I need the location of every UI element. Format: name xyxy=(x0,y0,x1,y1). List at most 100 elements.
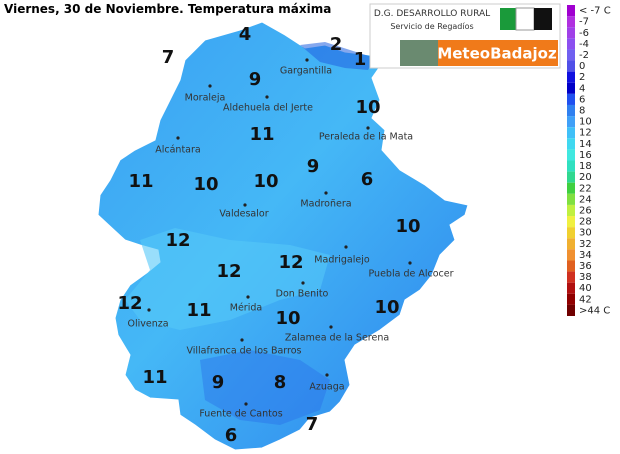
town-dot xyxy=(246,295,250,299)
town-dot xyxy=(325,373,329,377)
town-label: Azuaga xyxy=(309,382,344,393)
town-dot xyxy=(305,58,309,62)
legend-label: 12 xyxy=(579,128,592,139)
legend-label: 14 xyxy=(579,139,592,150)
legend-swatch xyxy=(567,193,575,205)
legend-swatch xyxy=(567,182,575,194)
legend-swatch xyxy=(567,304,575,316)
temperature-label: 11 xyxy=(186,300,211,321)
temperature-label: 10 xyxy=(395,216,420,237)
legend-swatch xyxy=(567,171,575,183)
temperature-label: 6 xyxy=(225,425,238,446)
logo-brand: MeteoBadajoz xyxy=(437,45,557,63)
legend-swatch xyxy=(567,27,575,39)
temperature-label: 7 xyxy=(306,414,319,435)
legend-label: 40 xyxy=(579,283,592,294)
temperature-label: 12 xyxy=(117,293,142,314)
legend-swatch xyxy=(567,127,575,139)
temperature-label: 12 xyxy=(216,261,241,282)
flag-white xyxy=(515,7,535,31)
legend-swatch xyxy=(567,271,575,283)
legend-label: 32 xyxy=(579,239,592,250)
temperature-label: 1 xyxy=(354,49,367,70)
legend-swatch xyxy=(567,238,575,250)
temperature-label: 12 xyxy=(165,230,190,251)
legend-swatch xyxy=(567,16,575,28)
town-label: Fuente de Cantos xyxy=(199,409,282,420)
town-dot xyxy=(147,308,151,312)
legend-label: -6 xyxy=(579,28,589,39)
legend-label: 10 xyxy=(579,117,592,128)
legend-swatch xyxy=(567,116,575,128)
legend: < -7 C-7-6-4-202468101214161820222426283… xyxy=(567,5,611,316)
cold-zone xyxy=(200,350,330,425)
legend-swatch xyxy=(567,216,575,228)
town-label: Gargantilla xyxy=(280,66,332,77)
town-dot xyxy=(408,261,412,265)
town-dot xyxy=(208,84,212,88)
temperature-label: 11 xyxy=(142,367,167,388)
town-dot xyxy=(366,126,370,130)
town-label: Peraleda de la Mata xyxy=(319,132,413,143)
temperature-label: 10 xyxy=(374,297,399,318)
legend-label: 0 xyxy=(579,61,585,72)
legend-label: 26 xyxy=(579,205,592,216)
legend-swatch xyxy=(567,104,575,117)
town-label: Valdesalor xyxy=(219,209,268,220)
temperature-label: 10 xyxy=(253,171,278,192)
town-dot xyxy=(265,95,269,99)
legend-swatch xyxy=(567,282,575,294)
logo: D.G. DESARROLLO RURAL Servicio de Regadí… xyxy=(369,3,561,69)
temperature-label: 11 xyxy=(249,124,274,145)
flag-black xyxy=(534,8,552,30)
town-label: Puebla de Alcocer xyxy=(369,269,454,280)
town-dot xyxy=(301,281,305,285)
legend-swatch xyxy=(567,204,575,217)
legend-swatch xyxy=(567,93,575,105)
legend-swatch xyxy=(567,38,575,50)
legend-label: -7 xyxy=(579,17,589,28)
legend-swatch xyxy=(567,293,575,305)
legend-swatch xyxy=(567,49,575,61)
temperature-label: 10 xyxy=(355,97,380,118)
cold-zone xyxy=(300,42,375,70)
logo-image xyxy=(400,40,438,66)
temperature-label: 7 xyxy=(162,47,175,68)
town-label: Don Benito xyxy=(276,289,329,300)
legend-swatch xyxy=(567,260,575,272)
legend-label: 4 xyxy=(579,83,585,94)
town-label: Zalamea de la Serena xyxy=(285,333,389,344)
legend-label: 16 xyxy=(579,150,592,161)
legend-label: 36 xyxy=(579,261,592,272)
warm-zone xyxy=(125,228,330,330)
town-dot xyxy=(176,136,180,140)
town-dot xyxy=(243,203,247,207)
temperature-label: 10 xyxy=(193,174,218,195)
legend-label: 20 xyxy=(579,172,592,183)
temperature-label: 9 xyxy=(307,156,320,177)
town-label: Madroñera xyxy=(300,199,351,210)
legend-swatch xyxy=(567,227,575,239)
town-label: Mérida xyxy=(230,303,262,314)
legend-label: 30 xyxy=(579,228,592,239)
legend-swatch xyxy=(567,5,575,17)
legend-label: 18 xyxy=(579,161,592,172)
legend-swatch xyxy=(567,149,575,161)
town-dot xyxy=(344,245,348,249)
legend-swatch xyxy=(567,249,575,261)
town-label: Madrigalejo xyxy=(314,255,370,266)
town-label: Alcántara xyxy=(155,145,200,156)
town-dot xyxy=(240,338,244,342)
legend-label: 42 xyxy=(579,294,592,305)
legend-label: 28 xyxy=(579,217,592,228)
map-title: Viernes, 30 de Noviembre. Temperatura má… xyxy=(4,2,331,16)
town-dot xyxy=(329,325,333,329)
flag-green xyxy=(500,8,516,30)
legend-label: 2 xyxy=(579,72,585,83)
legend-label: 38 xyxy=(579,272,592,283)
town-label: Villafranca de los Barros xyxy=(186,346,301,357)
town-dot xyxy=(244,402,248,406)
town-dot xyxy=(324,191,328,195)
